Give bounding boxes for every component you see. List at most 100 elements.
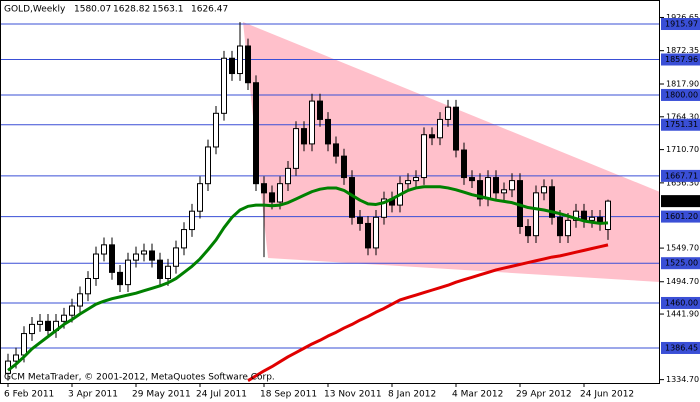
candle-body xyxy=(269,192,275,203)
level-label-box xyxy=(661,169,700,182)
candle-body xyxy=(85,278,91,295)
candle-body xyxy=(357,216,363,224)
candle-body xyxy=(301,128,307,145)
candle-body xyxy=(573,210,579,221)
candle-body xyxy=(117,271,123,286)
candle-body xyxy=(149,250,155,261)
x-tick-label: 29 May 2011 xyxy=(132,390,191,400)
plot-frame xyxy=(0,0,660,384)
y-tick-label: 1710.70 xyxy=(666,145,699,154)
level-label: 1601.20 xyxy=(665,212,698,221)
candle-body xyxy=(469,177,475,182)
x-tick-label: 4 Mar 2012 xyxy=(452,390,503,400)
candle-body xyxy=(165,265,171,280)
candle-body xyxy=(285,167,291,185)
candle-body xyxy=(509,180,515,191)
candle-body xyxy=(589,216,595,221)
y-tick-label: 1656.30 xyxy=(666,178,699,187)
candle-body xyxy=(461,149,467,179)
moving-average xyxy=(247,243,609,382)
x-tick-label: 6 Feb 2011 xyxy=(4,390,54,400)
candle-body xyxy=(61,314,67,322)
x-tick-label: 3 Apr 2011 xyxy=(68,390,118,400)
ohlc-high: 1628.82 xyxy=(113,5,150,15)
price-label: 1626.47 xyxy=(665,197,698,206)
candle-body xyxy=(557,216,563,237)
x-tick-label: 29 Apr 2012 xyxy=(516,390,572,400)
candle-body xyxy=(485,177,491,200)
candle-body xyxy=(21,333,27,356)
ohlc-low: 1563.1 xyxy=(152,5,184,15)
candle-body xyxy=(453,106,459,151)
candle-body xyxy=(181,229,187,249)
candle-body xyxy=(325,118,331,145)
candle-body xyxy=(77,293,83,307)
x-tick-label: 24 Jun 2012 xyxy=(580,390,634,400)
level-label: 1915.97 xyxy=(665,20,698,29)
moving-average xyxy=(7,185,609,372)
level-label: 1386.45 xyxy=(665,343,698,352)
candle-body xyxy=(333,143,339,157)
candle-body xyxy=(429,134,435,139)
candle-body xyxy=(541,186,547,194)
candle-body xyxy=(413,177,419,182)
level-label-box xyxy=(661,210,700,223)
candle-body xyxy=(421,134,427,179)
candle-body xyxy=(261,183,267,194)
candle-body xyxy=(69,305,75,316)
candle-body xyxy=(197,183,203,212)
candle-body xyxy=(133,253,139,261)
y-tick-label: 1494.70 xyxy=(666,277,699,286)
candle-body xyxy=(221,57,227,114)
candle-body xyxy=(229,57,235,75)
y-tick-label: 1441.90 xyxy=(666,310,699,319)
candle-body xyxy=(189,210,195,231)
candle-body xyxy=(253,82,259,185)
y-tick-label: 1926.65 xyxy=(666,13,699,22)
level-label-box xyxy=(661,18,700,31)
candle-body xyxy=(125,259,131,286)
candle-body xyxy=(277,183,283,203)
level-label-box xyxy=(661,257,700,270)
candle-body xyxy=(501,189,507,194)
footer: GCM MetaTrader, © 2001-2012, MetaQuotes … xyxy=(4,373,275,383)
candle-body xyxy=(445,106,451,120)
candle-body xyxy=(141,250,147,255)
candle-body xyxy=(373,216,379,249)
candle-body xyxy=(309,100,315,145)
chart-title: GOLD,Weekly xyxy=(4,5,66,15)
candle-body xyxy=(317,100,323,120)
ohlc-close: 1626.47 xyxy=(191,5,228,15)
candle-body xyxy=(493,177,499,194)
level-label-box xyxy=(661,118,700,131)
candle-body xyxy=(157,259,163,280)
ohlc-open: 1580.07 xyxy=(74,5,111,15)
level-label: 1857.96 xyxy=(665,55,698,64)
y-tick-label: 1817.90 xyxy=(666,80,699,89)
level-label: 1751.31 xyxy=(665,120,698,129)
candle-body xyxy=(13,354,19,362)
level-label: 1667.71 xyxy=(665,171,698,180)
level-label-box xyxy=(661,88,700,101)
y-tick-label: 1872.35 xyxy=(666,46,699,55)
level-label: 1525.00 xyxy=(665,259,698,268)
y-tick-label: 1334.70 xyxy=(666,375,699,384)
price-box xyxy=(661,195,700,208)
candle-body xyxy=(205,146,211,185)
candle-body xyxy=(109,244,115,273)
candle-body xyxy=(605,200,611,231)
candle-body xyxy=(533,192,539,237)
candle-body xyxy=(93,253,99,280)
candle-body xyxy=(37,320,43,325)
level-label: 1460.00 xyxy=(665,298,698,307)
x-tick-label: 8 Jan 2012 xyxy=(388,390,436,400)
level-label-box xyxy=(661,341,700,354)
candle-body xyxy=(477,180,483,200)
candle-body xyxy=(245,45,251,84)
level-label: 1800.00 xyxy=(665,90,698,99)
candle-body xyxy=(45,320,51,332)
candle-body xyxy=(405,180,411,185)
y-tick-label: 1764.30 xyxy=(666,112,699,121)
candle-body xyxy=(173,247,179,267)
